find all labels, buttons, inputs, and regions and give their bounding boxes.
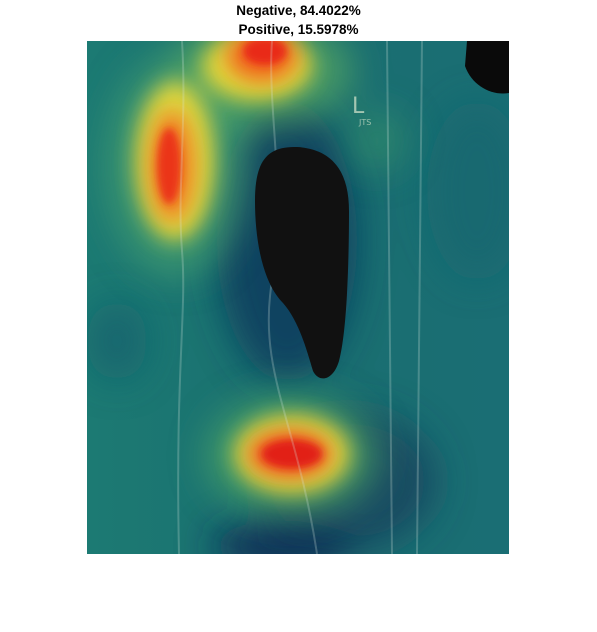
radiograph-marker-sub: JTS — [358, 118, 371, 127]
masked-region-top-right — [465, 41, 509, 94]
figure-title: Negative, 84.4022% Positive, 15.5978% — [0, 0, 597, 39]
heatmap-overlay-image: L JTS — [87, 41, 509, 554]
masked-region-center — [255, 146, 349, 379]
heatmap-svg: L JTS — [87, 41, 509, 554]
title-negative-probability: Negative, 84.4022% — [236, 3, 361, 18]
title-positive-probability: Positive, 15.5978% — [238, 22, 359, 37]
radiograph-marker: L — [352, 94, 365, 119]
